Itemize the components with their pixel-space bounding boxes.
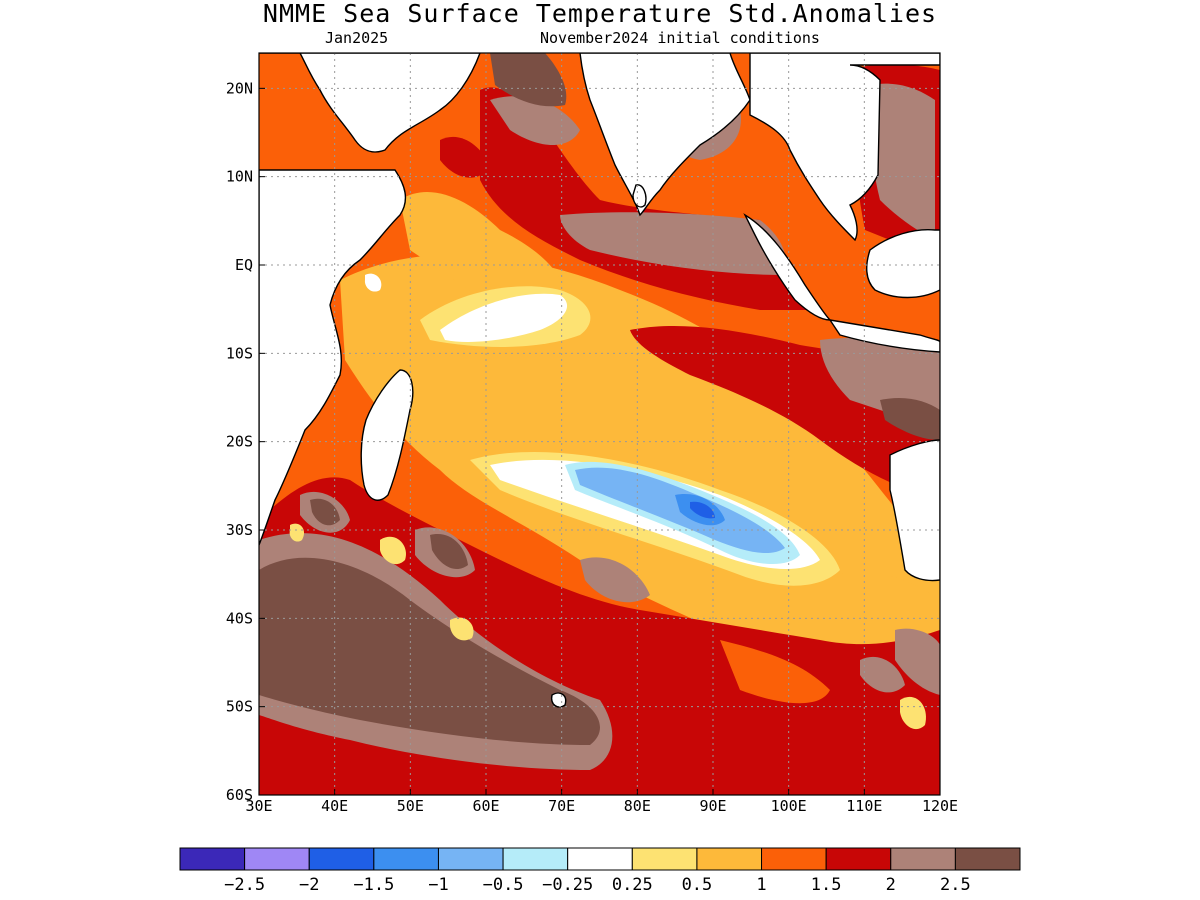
legend-swatch	[437, 847, 504, 871]
legend-swatch	[502, 847, 569, 871]
legend-label: −2.5	[224, 875, 265, 895]
lon-tick-label: 30E	[245, 797, 272, 815]
africa-east-coast	[259, 169, 407, 546]
java	[828, 319, 940, 353]
legend-swatch	[761, 847, 827, 871]
lon-tick-label: 90E	[699, 797, 726, 815]
lat-tick-label: 60S	[226, 786, 253, 804]
sri-lanka	[632, 184, 647, 208]
legend-label: −1	[428, 875, 448, 895]
lat-tick-label: 50S	[226, 698, 253, 716]
latitude-axis: 20N 10N EQ 10S 20S 30S 40S 50S 60S	[226, 79, 265, 804]
southeast-asia	[749, 53, 940, 242]
lat-tick-label: EQ	[235, 256, 253, 274]
borneo	[866, 228, 940, 299]
legend-swatch	[696, 847, 763, 871]
legend-swatch	[373, 847, 439, 871]
legend-label: −0.5	[483, 875, 524, 895]
legend-label: −2	[299, 875, 319, 895]
legend-swatch	[890, 847, 956, 871]
longitude-axis: 30E 40E 50E 60E 70E 80E 90E 100E 110E 120E	[245, 789, 958, 815]
legend-swatch	[244, 847, 310, 871]
lat-tick-label: 30S	[226, 521, 253, 539]
graticule	[259, 53, 940, 795]
legend-label: 0.25	[612, 875, 653, 895]
lat-tick-label: 20S	[226, 433, 253, 451]
australia	[889, 439, 940, 582]
legend-label: 2.5	[940, 875, 971, 895]
lon-tick-label: 60E	[472, 797, 499, 815]
initial-conditions: November2024 initial conditions	[540, 29, 820, 47]
lat-tick-label: 10N	[226, 168, 253, 186]
legend-label: 2	[886, 875, 896, 895]
legend-label: −0.25	[542, 875, 593, 895]
legend-label: 1.5	[811, 875, 842, 895]
lon-tick-label: 100E	[771, 797, 807, 815]
lat-tick-label: 10S	[226, 344, 253, 362]
legend-swatch	[631, 847, 698, 871]
legend-swatch	[179, 847, 246, 871]
map-title: NMME Sea Surface Temperature Std.Anomali…	[262, 0, 938, 28]
lon-tick-label: 40E	[321, 797, 348, 815]
lat-tick-label: 40S	[226, 609, 253, 627]
legend-swatch	[825, 847, 892, 871]
legend-swatch	[567, 847, 633, 871]
africa-coast	[259, 53, 481, 153]
lon-tick-label: 70E	[548, 797, 575, 815]
lat-tick-label: 20N	[226, 79, 253, 97]
kerguelen	[550, 692, 567, 708]
legend-swatch	[954, 847, 1021, 871]
legend-label: 1	[756, 875, 766, 895]
legend-label: 0.5	[682, 875, 713, 895]
map-frame	[258, 52, 941, 796]
color-legend: −2.5 −2 −1.5 −1 −0.5 −0.25 0.25 0.5 1 1.5 2 2.5	[179, 847, 1021, 895]
lon-tick-label: 120E	[922, 797, 958, 815]
lon-tick-label: 50E	[397, 797, 424, 815]
legend-label: −1.5	[353, 875, 394, 895]
forecast-month: Jan2025	[325, 29, 389, 47]
lon-tick-label: 110E	[846, 797, 882, 815]
lon-tick-label: 80E	[624, 797, 651, 815]
legend-swatch	[308, 847, 375, 871]
anomaly-field	[259, 53, 940, 795]
